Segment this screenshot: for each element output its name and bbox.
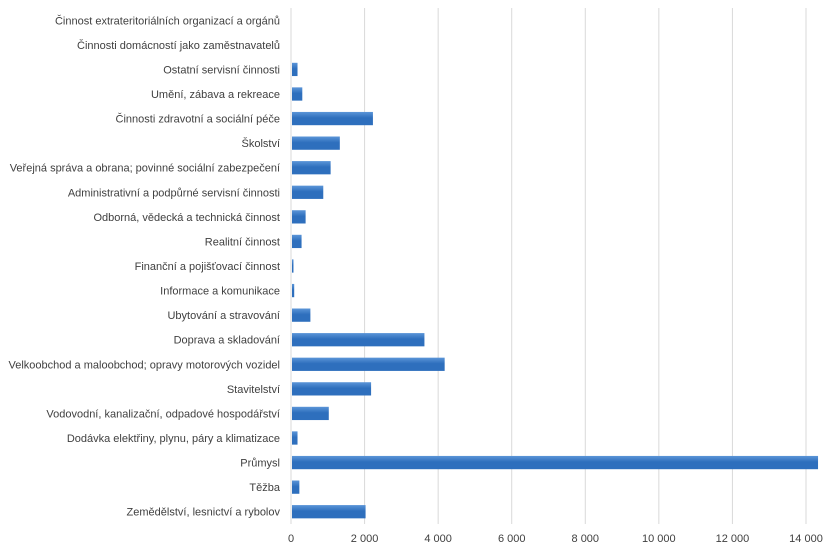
- x-tick-label: 10 000: [642, 533, 676, 545]
- bar: [292, 431, 298, 445]
- category-label: Zemědělství, lesnictví a rybolov: [127, 507, 281, 519]
- bar: [292, 234, 302, 249]
- category-label: Těžba: [249, 482, 280, 494]
- category-label: Informace a komunikace: [160, 286, 280, 298]
- x-tick-label: 14 000: [789, 533, 823, 545]
- bar: [292, 455, 819, 470]
- category-label: Realitní činnost: [205, 236, 280, 248]
- category-label: Ubytování a stravování: [167, 310, 280, 322]
- x-tick-label: 2 000: [351, 533, 379, 545]
- category-label: Činnost extrateritoriálních organizací a…: [55, 14, 280, 27]
- bar: [292, 283, 295, 298]
- category-label: Odborná, vědecká a technická činnost: [93, 212, 280, 224]
- bar: [292, 333, 425, 347]
- category-label: Administrativní a podpůrné servisní činn…: [68, 187, 280, 199]
- bar: [292, 308, 311, 322]
- category-label: Finanční a pojišťovací činnost: [135, 261, 280, 273]
- bar: [292, 210, 306, 224]
- bar: [292, 259, 294, 273]
- bar: [292, 62, 298, 77]
- x-tick-labels: 0 2 000 4 000 6 000 8 000 10 000 12 000 14 000: [288, 533, 823, 545]
- gridlines: [290, 8, 807, 524]
- category-label: Činnosti domácností jako zaměstnavatelů: [77, 39, 280, 52]
- bar: [292, 111, 373, 126]
- bar: [292, 480, 300, 494]
- category-label: Činnosti zdravotní a sociální péče: [116, 113, 280, 126]
- x-tick-label: 4 000: [424, 533, 452, 545]
- category-label: Průmysl: [240, 458, 280, 470]
- category-label: Umění, zábava a rekreace: [151, 89, 280, 101]
- category-label: Ostatní servisní činnosti: [163, 64, 280, 76]
- bar: [292, 185, 324, 199]
- category-labels: Činnost extrateritoriálních organizací a…: [9, 14, 281, 518]
- bar: [292, 87, 303, 101]
- category-label: Doprava a skladování: [174, 335, 280, 347]
- category-label: Vodovodní, kanalizační, odpadové hospodá…: [46, 408, 280, 420]
- bars: [292, 62, 819, 519]
- bar: [292, 136, 340, 150]
- category-label: Školství: [241, 137, 280, 150]
- category-label: Velkoobchod a maloobchod; opravy motorov…: [9, 359, 281, 371]
- bar: [292, 382, 372, 396]
- category-label: Veřejná správa a obrana; povinné sociáln…: [10, 163, 280, 175]
- bar: [292, 406, 329, 421]
- bar: [292, 505, 366, 519]
- x-tick-label: 0: [288, 533, 294, 545]
- category-label: Dodávka elektřiny, plynu, páry a klimati…: [67, 433, 280, 445]
- category-label: Stavitelství: [227, 384, 280, 396]
- x-tick-label: 12 000: [716, 533, 750, 545]
- x-tick-label: 8 000: [572, 533, 600, 545]
- x-tick-label: 6 000: [498, 533, 526, 545]
- bar: [292, 161, 331, 175]
- bar: [292, 357, 445, 371]
